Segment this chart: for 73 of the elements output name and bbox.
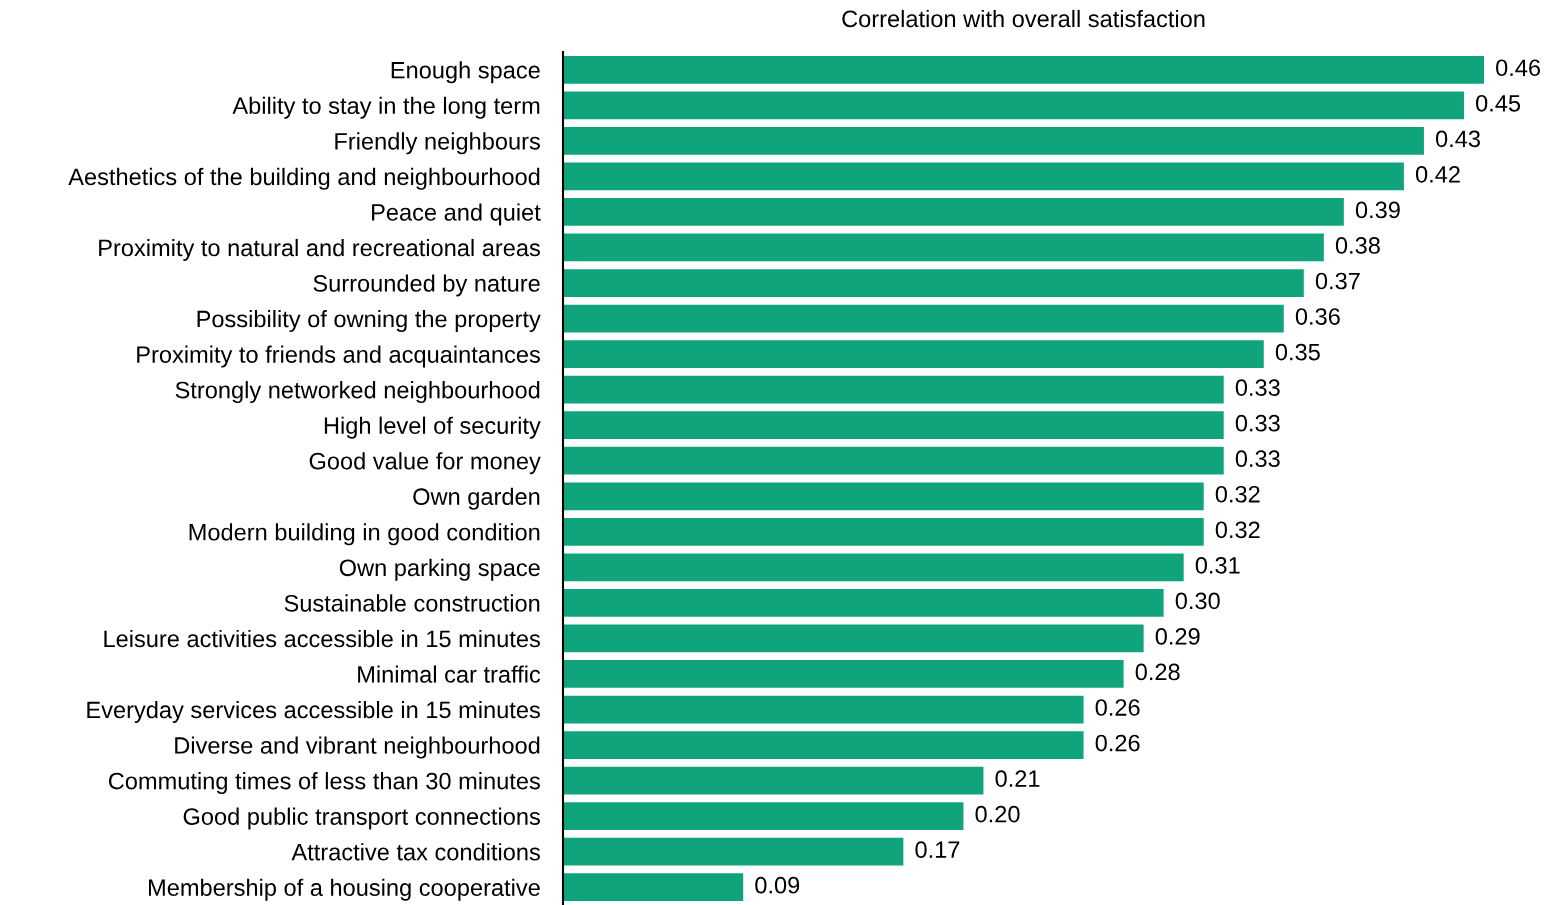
bar (563, 446, 1224, 475)
data-label: 0.30 (1175, 592, 1220, 610)
bar (563, 55, 1484, 84)
data-label: 0.20 (975, 805, 1020, 823)
bar (563, 802, 964, 831)
bar (563, 766, 984, 795)
data-label: 0.42 (1415, 166, 1460, 183)
bar (563, 411, 1224, 440)
bar (563, 517, 1204, 546)
bar (563, 873, 744, 902)
y-tick-label: Diverse and vibrant neighbourhood (175, 736, 540, 759)
bar (563, 589, 1164, 617)
data-label: 0.26 (1095, 734, 1140, 752)
y-tick-label: Possibility of owning the property (197, 310, 541, 333)
y-tick-label: Proximity to friends and acquaintances (137, 345, 540, 368)
y-tick-label: Ability to stay in the long term (232, 96, 540, 119)
bar (563, 553, 1184, 582)
bar (563, 126, 1424, 155)
chart-title: Correlation with overall satisfaction (842, 9, 1205, 28)
y-tick-label: Own garden (413, 487, 540, 510)
data-label: 0.32 (1215, 485, 1260, 503)
data-label: 0.28 (1135, 663, 1180, 681)
data-label: 0.09 (755, 876, 800, 894)
y-tick-label: High level of security (324, 416, 541, 439)
bar (563, 660, 1124, 688)
data-label: 0.39 (1355, 201, 1400, 219)
y-tick-label: Attractive tax conditions (291, 843, 540, 861)
bar (563, 269, 1304, 297)
bar (563, 91, 1464, 120)
y-tick-label: Own parking space (339, 558, 540, 581)
data-label: 0.31 (1195, 556, 1240, 574)
bar (563, 162, 1404, 191)
y-tick-label: Enough space (391, 61, 540, 84)
data-label: 0.35 (1275, 343, 1320, 361)
y-tick-label: Good value for money (309, 452, 541, 475)
data-label: 0.38 (1335, 237, 1380, 254)
bar (563, 482, 1204, 511)
data-label: 0.33 (1235, 379, 1280, 396)
bar (563, 304, 1284, 333)
bar (563, 695, 1084, 724)
y-tick-label: Proximity to natural and recreational areas (99, 238, 540, 261)
y-tick-label: Leisure activities accessible in 15 minutes (104, 629, 540, 648)
data-label: 0.32 (1215, 521, 1260, 539)
y-tick-label: Modern building in good condition (189, 523, 540, 546)
y-tick-label: Good public transport connections (183, 807, 540, 830)
data-label: 0.33 (1235, 450, 1280, 468)
data-label: 0.26 (1095, 699, 1140, 716)
data-label: 0.46 (1496, 59, 1541, 77)
y-tick-label: Surrounded by nature (313, 274, 540, 297)
y-tick-label: Everyday services accessible in 15 minutes (87, 700, 540, 723)
y-tick-label: Friendly neighbours (335, 132, 540, 155)
y-tick-label: Peace and quiet (372, 203, 541, 226)
y-tick-label: Minimal car traffic (358, 665, 541, 683)
data-label: 0.43 (1435, 130, 1480, 148)
data-label: 0.33 (1235, 414, 1280, 432)
data-label: 0.45 (1476, 94, 1521, 112)
data-label: 0.17 (915, 841, 960, 859)
y-tick-label: Strongly networked neighbourhood (175, 381, 540, 404)
bar (563, 233, 1324, 262)
bar (563, 731, 1084, 759)
bar (563, 198, 1344, 226)
data-label: 0.21 (995, 770, 1040, 787)
bar (563, 624, 1144, 653)
y-tick-label: Membership of a housing cooperative (149, 878, 540, 901)
y-tick-label: Commuting times of less than 30 minutes (108, 772, 540, 795)
bar (563, 837, 904, 866)
data-label: 0.36 (1295, 308, 1340, 325)
bar (563, 340, 1264, 368)
data-label: 0.29 (1155, 628, 1200, 645)
bar (563, 375, 1224, 404)
data-label: 0.37 (1315, 272, 1360, 290)
y-tick-label: Sustainable construction (284, 594, 540, 612)
y-tick-label: Aesthetics of the building and neighbourhood (68, 167, 540, 190)
